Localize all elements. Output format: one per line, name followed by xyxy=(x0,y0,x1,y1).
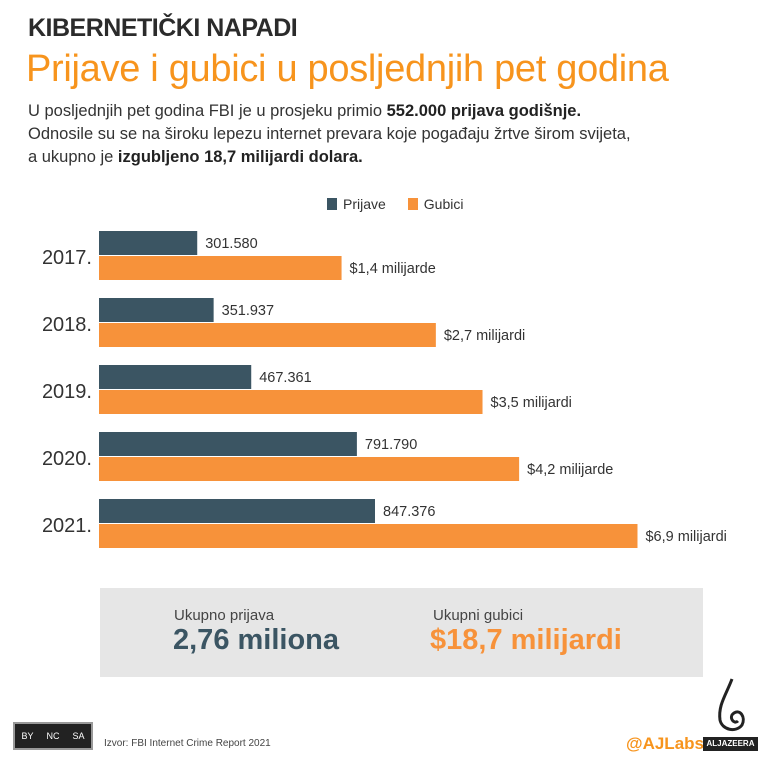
year-label: 2017. xyxy=(42,247,92,269)
page-title: Prijave i gubici u posljednjih pet godin… xyxy=(26,48,669,90)
summary-box: Ukupno prijava 2,76 miliona Ukupni gubic… xyxy=(100,588,703,677)
bar-prijave xyxy=(99,499,375,523)
data-label: 791.790 xyxy=(365,437,417,453)
year-label: 2019. xyxy=(42,381,92,403)
total-losses-value: $18,7 milijardi xyxy=(430,624,622,656)
data-label: $6,9 milijardi xyxy=(645,529,726,545)
data-label: 467.361 xyxy=(259,370,311,386)
legend-item-prijave: Prijave xyxy=(327,196,386,212)
total-reports-label: Ukupno prijava xyxy=(174,607,275,624)
lead-2: Odnosile su se na široku lepezu internet… xyxy=(28,125,631,143)
bar-gubici xyxy=(99,256,342,280)
bar-prijave xyxy=(99,298,214,322)
legend-item-gubici: Gubici xyxy=(407,196,463,212)
total-reports-value: 2,76 miliona xyxy=(173,624,340,656)
year-label: 2020. xyxy=(42,448,92,470)
data-label: $4,2 milijarde xyxy=(527,462,613,478)
lead-3a: a ukupno je xyxy=(28,148,118,166)
year-label: 2021. xyxy=(42,515,92,537)
data-label: $2,7 milijardi xyxy=(444,328,525,344)
bar-gubici xyxy=(99,323,436,347)
data-label: 351.937 xyxy=(222,303,274,319)
data-label: 301.580 xyxy=(205,236,257,252)
bar-gubici xyxy=(99,457,520,481)
aljazeera-wordmark: ALJAZEERA xyxy=(703,737,758,751)
cc-license-badge: BY NC SA xyxy=(13,722,93,750)
bar-prijave xyxy=(99,231,198,255)
data-label: 847.376 xyxy=(383,504,435,520)
legend: Prijave Gubici xyxy=(327,196,463,212)
data-label: $3,5 milijardi xyxy=(491,395,572,411)
bar-gubici xyxy=(99,524,638,548)
source-note: Izvor: FBI Internet Crime Report 2021 xyxy=(104,738,271,749)
lead-text: U posljednjih pet godina FBI je u prosje… xyxy=(28,100,768,169)
lead-1a: U posljednjih pet godina FBI je u prosje… xyxy=(28,102,387,120)
bar-prijave xyxy=(99,432,357,456)
lead-1b: 552.000 prijava godišnje. xyxy=(386,102,582,120)
ajlabs-handle: @AJLabs xyxy=(626,734,704,753)
aljazeera-logo-icon xyxy=(718,678,745,732)
kicker: KIBERNETIČKI NAPADI xyxy=(28,14,298,42)
bar-gubici xyxy=(99,390,483,414)
lead-3b: izgubljeno 18,7 milijardi dolara. xyxy=(117,148,363,166)
data-label: $1,4 milijarde xyxy=(350,261,436,277)
bar-prijave xyxy=(99,365,252,389)
year-label: 2018. xyxy=(42,314,92,336)
bar-chart: 2017. 301.580 $1,4 milijarde 2018. 351.937 $2… xyxy=(42,231,727,548)
total-losses-label: Ukupni gubici xyxy=(433,607,524,624)
